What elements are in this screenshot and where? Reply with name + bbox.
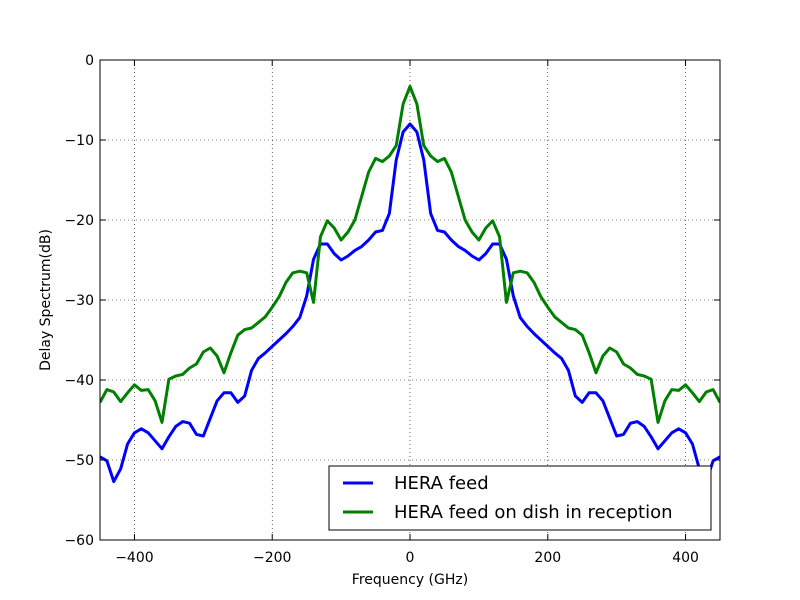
y-tick-label: −60 (64, 533, 94, 549)
y-axis-label: Delay Spectrum(dB) (38, 229, 54, 371)
y-tick-label: −20 (64, 213, 94, 229)
legend-label-1: HERA feed (394, 473, 489, 494)
legend-box (328, 465, 712, 531)
x-axis-label: Frequency (GHz) (352, 572, 468, 588)
x-tick-label: 400 (672, 550, 699, 566)
axis-ticks: −400 −200 0 200 400 0 −10 −20 −30 −40 −50 −60 (64, 53, 720, 566)
y-tick-label: −30 (64, 293, 94, 309)
x-tick-label: 0 (406, 550, 415, 566)
legend-label-2: HERA feed on dish in reception (394, 502, 673, 523)
x-tick-label: 200 (534, 550, 561, 566)
series-line-2 (100, 84, 720, 424)
y-tick-label: −10 (64, 133, 94, 149)
y-tick-label: 0 (85, 53, 94, 69)
series-line-1 (100, 122, 720, 484)
legend: HERA feed HERA feed on dish in reception (328, 465, 712, 531)
y-tick-label: −40 (64, 373, 94, 389)
x-tick-label: −400 (115, 550, 153, 566)
y-tick-label: −50 (64, 453, 94, 469)
x-tick-label: −200 (253, 550, 291, 566)
grid-lines (100, 60, 720, 540)
series-layer (100, 84, 720, 484)
